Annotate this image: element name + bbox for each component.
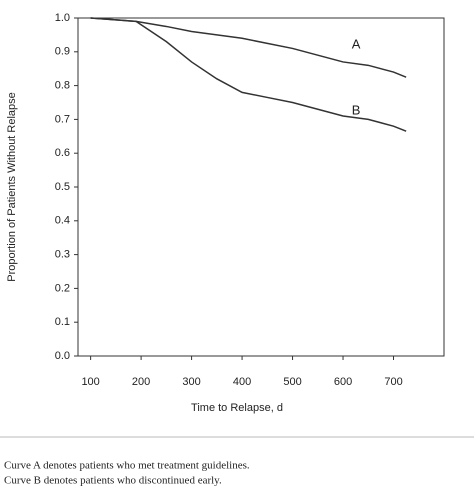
- x-tick-label: 100: [81, 376, 99, 388]
- footnote: Curve B denotes patients who discontinue…: [4, 475, 222, 487]
- curve-label: B: [352, 103, 361, 118]
- y-tick-label: 0.5: [55, 181, 70, 193]
- y-tick-label: 0.3: [55, 249, 70, 261]
- y-tick-label: 0.6: [55, 147, 70, 159]
- x-tick-label: 400: [233, 376, 251, 388]
- y-tick-label: 0.7: [55, 113, 70, 125]
- x-tick-label: 500: [283, 376, 301, 388]
- y-tick-label: 0.4: [55, 215, 70, 227]
- x-tick-label: 300: [182, 376, 200, 388]
- y-tick-label: 0.1: [55, 316, 70, 328]
- curve: [90, 17, 407, 78]
- x-tick-label: 600: [334, 376, 352, 388]
- curve: [90, 17, 407, 132]
- y-tick-label: 0.0: [55, 350, 70, 362]
- curve-label: A: [352, 37, 361, 52]
- y-axis-title: Proportion of Patients Without Relapse: [6, 92, 18, 282]
- plot-frame: [77, 17, 445, 357]
- y-tick-label: 1.0: [55, 12, 70, 24]
- footnote: Curve A denotes patients who met treatme…: [4, 460, 250, 472]
- x-axis-title: Time to Relapse, d: [191, 402, 283, 414]
- x-tick-label: 200: [132, 376, 150, 388]
- y-tick-label: 0.2: [55, 282, 70, 294]
- y-tick-label: 0.9: [55, 46, 70, 58]
- y-tick-label: 0.8: [55, 80, 70, 92]
- x-tick-label: 700: [384, 376, 402, 388]
